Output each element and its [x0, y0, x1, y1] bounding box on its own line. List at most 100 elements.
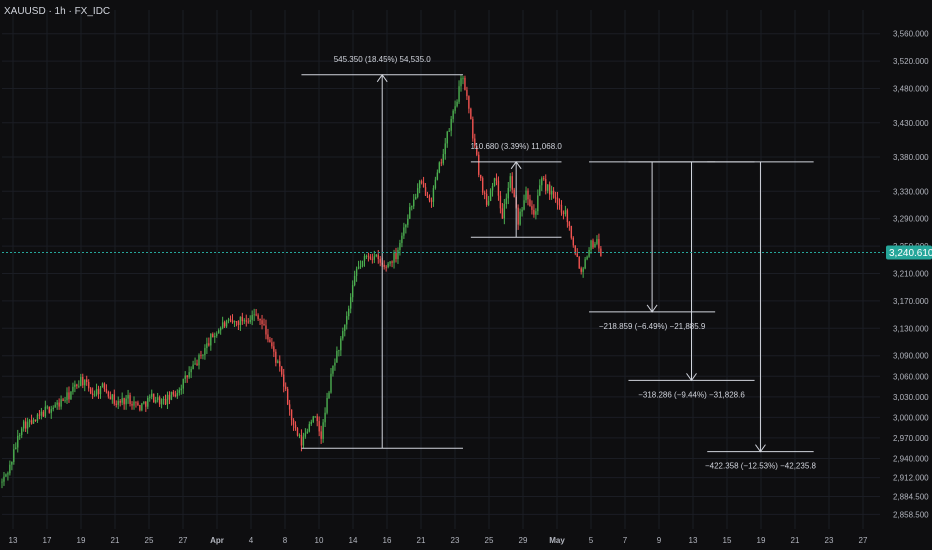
price-tick-label: 2,940.000 [893, 454, 929, 463]
time-tick-label: 21 [417, 536, 426, 545]
candle [74, 380, 76, 393]
measure-tool[interactable]: 110.680 (3.39%) 11,068.0 [471, 142, 563, 238]
candle [160, 398, 163, 409]
candle [105, 384, 108, 394]
time-tick-label: 16 [383, 536, 392, 545]
measure-tool[interactable]: −422.358 (−12.53%) −42,235.8 [705, 161, 817, 471]
price-tick-label: 2,912.000 [893, 474, 929, 483]
candle [225, 319, 228, 329]
candle [489, 188, 492, 202]
candle [52, 405, 54, 412]
candle [316, 413, 318, 427]
measure-annotations[interactable]: 545.350 (18.45%) 54,535.0 110.680 (3.39%)… [301, 55, 816, 471]
candle [405, 223, 407, 234]
arrow-head-icon [510, 160, 522, 170]
candle [454, 100, 456, 114]
candle [318, 416, 320, 437]
candle [422, 176, 425, 188]
candle [290, 409, 293, 426]
candle [546, 184, 549, 194]
time-axis[interactable]: 13 17 19 21 25 27 Apr 4 8 10 14 16 21 23 25 29 May 5 7 9 13 1… [9, 536, 868, 545]
candle [188, 366, 190, 379]
candle [348, 305, 350, 320]
candle [233, 320, 236, 328]
candle [586, 255, 588, 261]
price-tick-label: 3,170.000 [893, 297, 929, 306]
candle [182, 378, 184, 394]
candle [568, 220, 571, 231]
price-tick-label: 3,520.000 [893, 57, 929, 66]
candle [190, 366, 192, 379]
candle [446, 130, 448, 148]
candle [239, 316, 242, 331]
measure-label: −218.859 (−6.49%) −21,885.9 [599, 322, 706, 331]
candle [436, 169, 439, 181]
price-tick-label: 2,884.500 [893, 493, 929, 502]
candle [162, 396, 165, 405]
candle [519, 208, 521, 226]
measure-label: 110.680 (3.39%) 11,068.0 [471, 142, 563, 151]
candle [572, 236, 574, 248]
time-tick-label: 5 [589, 536, 594, 545]
candle [292, 418, 295, 431]
time-tick-label: 23 [451, 536, 460, 545]
candle [221, 316, 224, 330]
candle [598, 233, 600, 252]
candle [432, 185, 435, 207]
candle [499, 191, 502, 214]
candle [245, 314, 247, 327]
candle [582, 266, 584, 278]
candle [95, 383, 98, 397]
candle [178, 387, 180, 396]
candle [566, 208, 569, 228]
candle [468, 95, 470, 114]
candle [101, 382, 104, 388]
time-tick-label: 9 [657, 536, 662, 545]
candle [48, 406, 50, 414]
candle [277, 359, 279, 364]
candle [284, 382, 287, 392]
candle [448, 128, 450, 132]
candle [123, 397, 125, 410]
price-tick-label: 3,090.000 [893, 352, 929, 361]
candle [401, 232, 403, 248]
time-tick-label: 13 [9, 536, 18, 545]
candle [261, 314, 263, 330]
candle [34, 419, 37, 422]
candle [562, 210, 565, 220]
candle [137, 400, 139, 406]
candle [314, 416, 316, 418]
candle [558, 198, 561, 210]
candle [223, 320, 226, 329]
time-tick-label: 23 [825, 536, 834, 545]
candle [275, 349, 277, 367]
candle [474, 133, 476, 149]
candle [375, 254, 377, 258]
candle [97, 385, 100, 399]
candle [365, 254, 368, 259]
candle [119, 398, 121, 407]
candle [198, 353, 200, 370]
candle [186, 375, 188, 383]
candle [271, 338, 273, 349]
candle [464, 75, 466, 91]
candle [395, 247, 397, 263]
candle [237, 320, 240, 331]
price-tick-label: 3,330.000 [893, 187, 929, 196]
candle [166, 391, 169, 409]
candle [344, 324, 346, 337]
candle [229, 315, 232, 323]
candle [328, 390, 330, 399]
price-tick-label: 3,210.000 [893, 270, 929, 279]
candle [259, 318, 261, 326]
measure-label: −318.286 (−9.44%) −31,828.6 [638, 390, 745, 399]
time-tick-label: 13 [689, 536, 698, 545]
candle [241, 312, 244, 325]
measure-tool[interactable]: 545.350 (18.45%) 54,535.0 [301, 55, 463, 449]
candle [355, 266, 358, 282]
candle [420, 179, 423, 185]
candlestick-series[interactable] [1, 75, 602, 489]
candle [501, 203, 504, 219]
candle [588, 247, 590, 258]
